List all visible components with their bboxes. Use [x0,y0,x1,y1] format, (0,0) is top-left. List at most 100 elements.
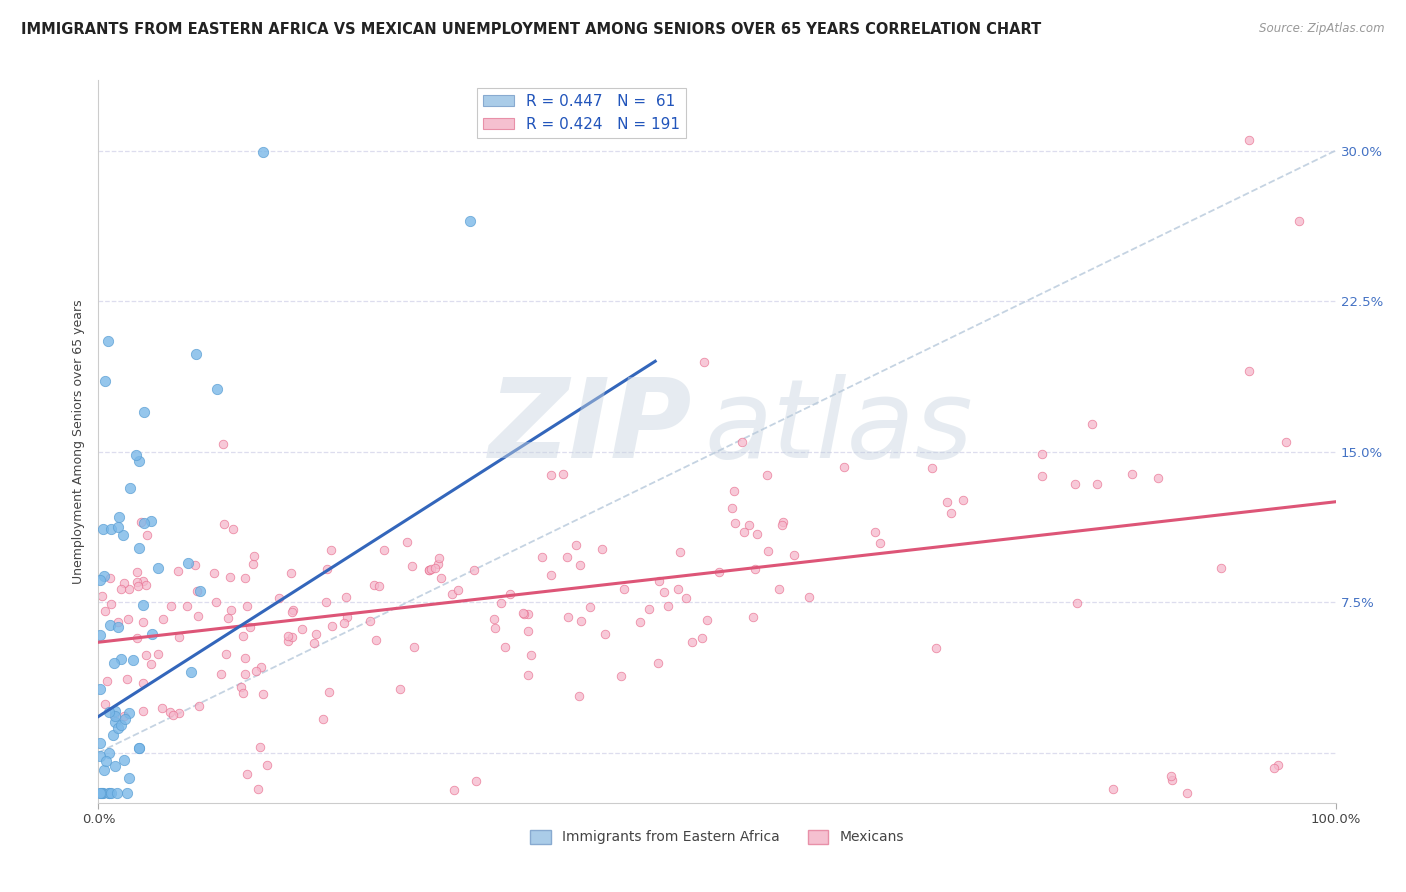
Point [731,434,754,449]
Point [93,375,115,389]
Point [312,712,335,726]
Point [832,460,855,475]
Point [1081,417,1104,431]
Point [162,708,184,723]
Point [1066,596,1088,610]
Point [219,569,242,583]
Point [245,664,267,678]
Point [115,786,138,800]
Point [427,550,450,565]
Point [235,766,257,780]
Point [128,541,150,555]
Point [89,748,111,763]
Point [647,656,669,670]
Point [166,564,188,578]
Legend: Immigrants from Eastern Africa, Mexicans: Immigrants from Eastern Africa, Mexicans [524,824,910,850]
Point [250,659,273,673]
Point [1288,213,1310,227]
Point [128,454,150,468]
Point [148,647,170,661]
Point [1237,364,1260,378]
Point [742,610,765,624]
Point [418,563,440,577]
Point [770,517,793,532]
Point [863,524,886,539]
Point [952,492,974,507]
Point [516,668,538,682]
Point [557,609,579,624]
Point [321,618,343,632]
Point [127,579,149,593]
Text: Source: ZipAtlas.com: Source: ZipAtlas.com [1260,22,1385,36]
Point [135,648,157,662]
Point [100,597,122,611]
Point [315,595,337,609]
Point [555,549,578,564]
Point [772,515,794,529]
Point [103,656,125,670]
Point [89,682,111,697]
Point [91,786,114,800]
Point [132,574,155,588]
Point [668,582,690,596]
Point [125,448,148,462]
Point [565,538,588,552]
Point [187,609,209,624]
Point [458,213,481,227]
Point [638,602,661,616]
Text: atlas: atlas [704,374,973,481]
Point [104,708,127,723]
Point [128,740,150,755]
Point [91,786,114,800]
Point [568,558,591,572]
Point [463,563,485,577]
Point [127,574,149,589]
Point [491,596,513,610]
Point [316,562,339,576]
Point [277,634,299,648]
Point [98,786,121,800]
Point [280,631,302,645]
Point [110,582,132,597]
Point [167,706,190,720]
Point [1102,781,1125,796]
Point [91,589,114,603]
Point [103,714,125,729]
Point [359,614,381,628]
Point [135,578,157,592]
Point [108,509,131,524]
Point [595,627,617,641]
Point [333,615,356,630]
Point [159,705,181,719]
Point [395,534,418,549]
Point [443,783,465,797]
Point [419,562,441,576]
Point [205,595,228,609]
Point [367,579,389,593]
Point [112,753,135,767]
Point [93,697,115,711]
Point [499,587,522,601]
Point [768,582,790,596]
Point [233,571,256,585]
Point [188,583,211,598]
Point [177,556,200,570]
Point [1031,447,1053,461]
Point [233,651,256,665]
Point [100,786,122,800]
Point [531,549,554,564]
Point [675,591,697,606]
Point [280,566,302,580]
Point [1147,470,1170,484]
Point [657,599,679,614]
Point [114,712,136,726]
Point [94,754,117,768]
Point [152,612,174,626]
Point [89,628,111,642]
Point [335,590,357,604]
Point [101,728,124,742]
Point [696,614,718,628]
Point [1031,469,1053,483]
Point [1121,467,1143,481]
Point [176,599,198,613]
